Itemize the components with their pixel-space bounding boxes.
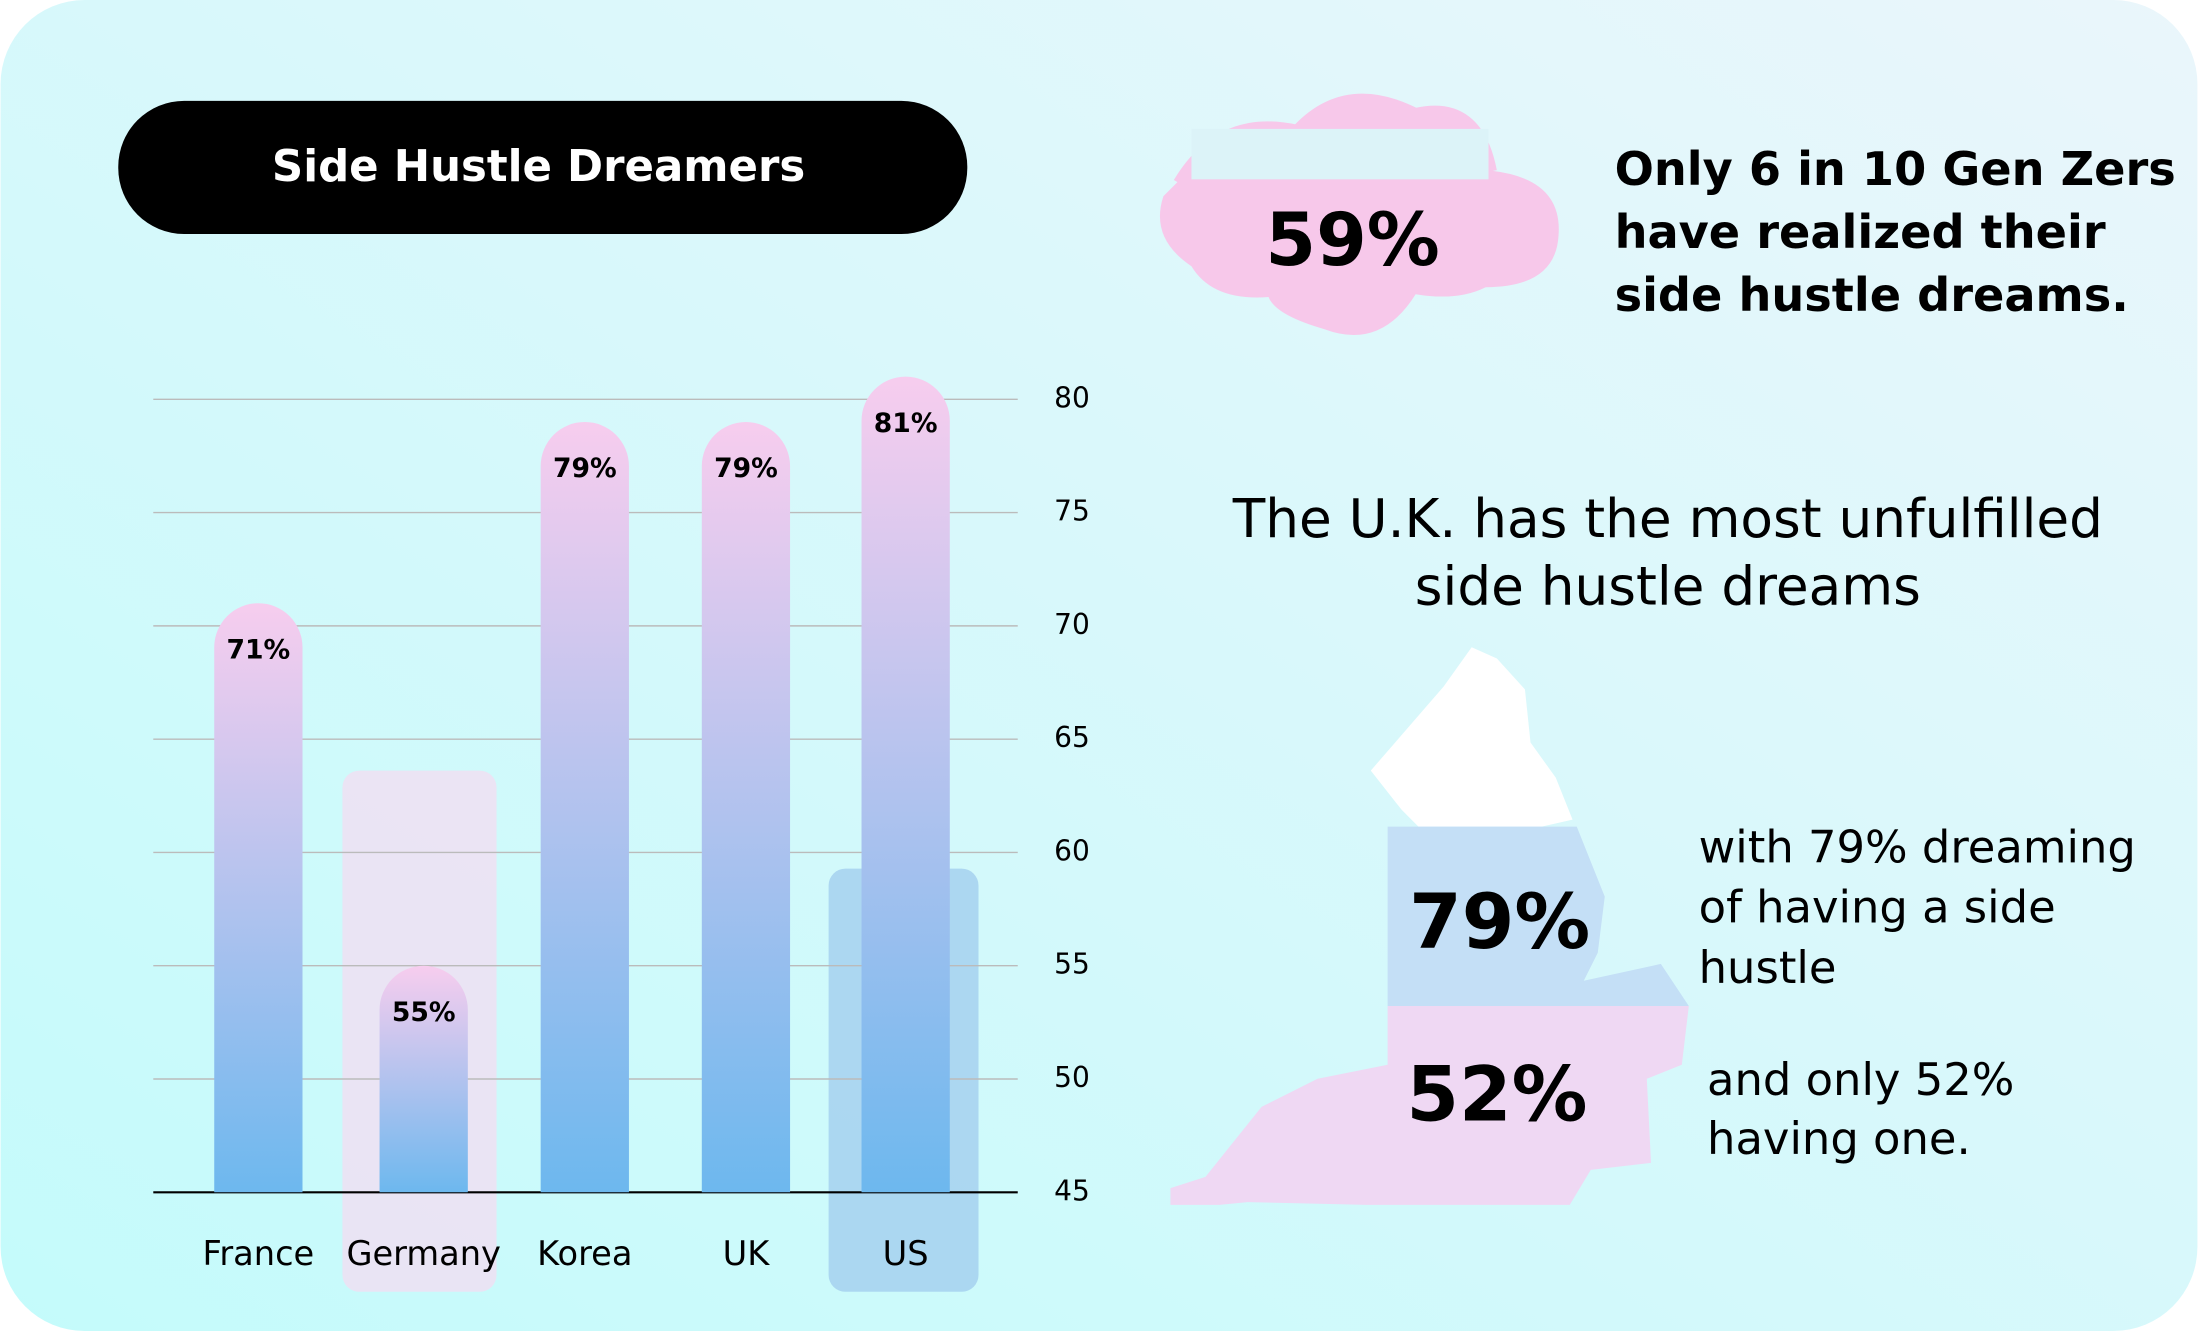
y-tick-label: 50 bbox=[1054, 1061, 1090, 1094]
bar bbox=[540, 421, 629, 1193]
uk-dreaming-text: hustle bbox=[1699, 941, 1837, 994]
chart-title: Side Hustle Dreamers bbox=[272, 142, 805, 192]
value-label: 79% bbox=[714, 453, 778, 484]
cloud bbox=[1159, 93, 1559, 335]
uk-dreaming-stat: 79% bbox=[1409, 878, 1590, 966]
value-label: 81% bbox=[874, 408, 938, 439]
uk-map bbox=[1170, 647, 1689, 1205]
y-tick-label: 60 bbox=[1054, 834, 1090, 867]
cloud-text: have realized their bbox=[1615, 205, 2106, 259]
value-label: 55% bbox=[392, 997, 456, 1028]
x-tick-label: US bbox=[883, 1234, 929, 1273]
uk-dreaming-text: of having a side bbox=[1699, 881, 2056, 934]
y-tick-label: 55 bbox=[1054, 948, 1090, 981]
bar bbox=[861, 376, 950, 1193]
cloud-stat: 59% bbox=[1265, 198, 1439, 283]
bar bbox=[701, 422, 791, 1193]
value-label: 71% bbox=[227, 634, 291, 665]
bar-chart: 45 50 55 60 65 70 75 80 71% France 55% Germany 79% Ko… bbox=[153, 376, 1090, 1273]
value-label: 79% bbox=[553, 453, 617, 484]
y-tick-label: 45 bbox=[1054, 1174, 1090, 1207]
y-tick-label: 75 bbox=[1054, 495, 1090, 528]
bar bbox=[214, 603, 303, 1193]
x-tick-label: Germany bbox=[346, 1234, 500, 1273]
title-pill bbox=[118, 100, 968, 234]
uk-having-stat: 52% bbox=[1406, 1050, 1587, 1138]
x-tick-label: Korea bbox=[537, 1234, 632, 1273]
cloud-text: Only 6 in 10 Gen Zers bbox=[1615, 142, 2176, 196]
y-tick-label: 80 bbox=[1054, 381, 1090, 414]
y-tick-label: 65 bbox=[1054, 721, 1090, 754]
uk-having-text: and only 52% bbox=[1707, 1053, 2014, 1106]
uk-dreaming-text: with 79% dreaming bbox=[1699, 820, 2136, 873]
cloud-text: side hustle dreams. bbox=[1615, 268, 2129, 322]
uk-having-text: having one. bbox=[1707, 1112, 1971, 1165]
bar bbox=[379, 965, 468, 1193]
y-tick-label: 70 bbox=[1054, 608, 1090, 641]
headline: side hustle dreams bbox=[1415, 555, 1921, 617]
headline: The U.K. has the most unfulfilled bbox=[1232, 488, 2103, 550]
x-tick-label: UK bbox=[723, 1234, 771, 1273]
x-tick-label: France bbox=[202, 1234, 314, 1273]
